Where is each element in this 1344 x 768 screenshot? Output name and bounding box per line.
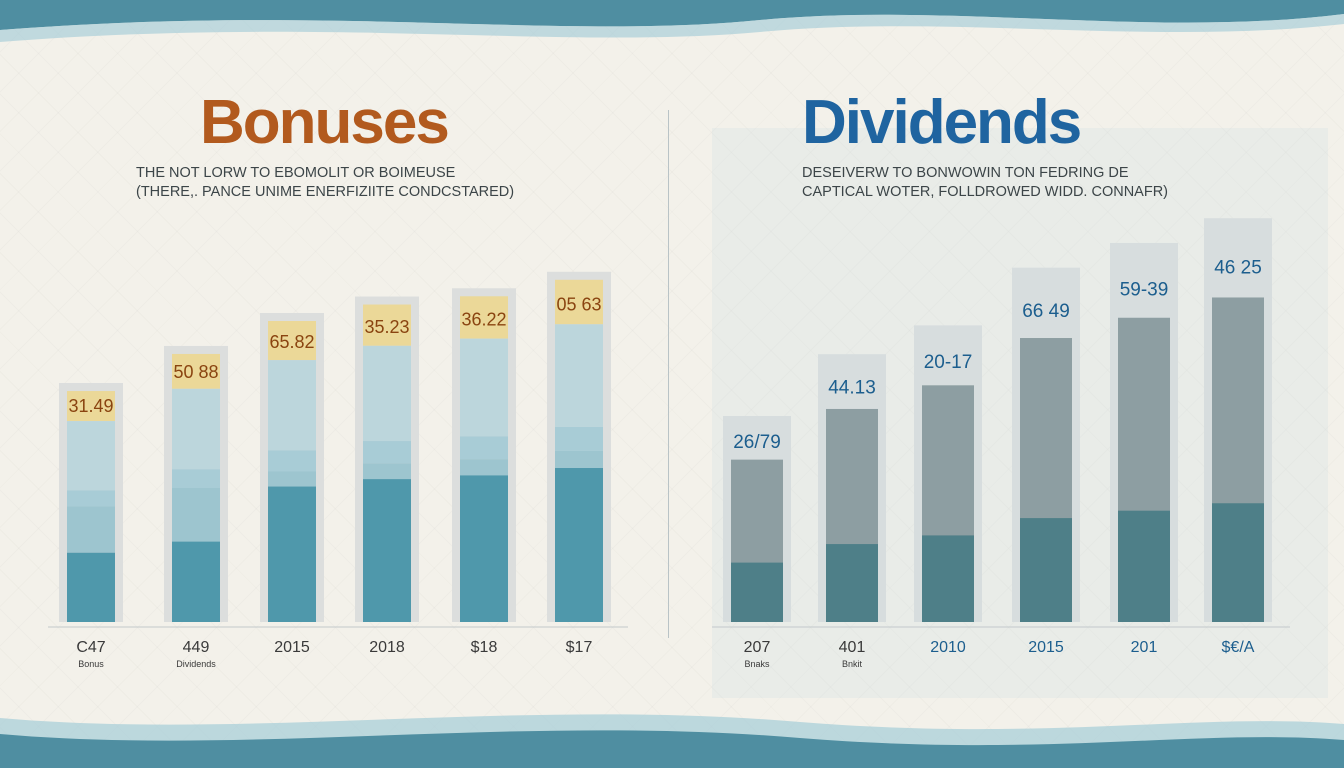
bonuses-bar-band-segment xyxy=(268,450,316,472)
dividends-bar-dark-segment xyxy=(826,544,878,622)
dividends-category-label: 207 xyxy=(744,639,771,656)
bonuses-bar-band-segment xyxy=(172,469,220,488)
bonuses-value-label: 36.22 xyxy=(461,310,506,330)
bonuses-value-label: 31.49 xyxy=(68,396,113,416)
dividends-bar-0: 26/79 207 Bnaks xyxy=(723,416,791,669)
bonuses-bar-light-segment xyxy=(555,324,603,427)
bonuses-bar-light-segment xyxy=(172,388,220,470)
dividends-category-label: 401 xyxy=(839,639,866,656)
dividends-category-sublabel: Bnkit xyxy=(842,659,863,669)
bonuses-subtitle-line-2: (THERE,. PANCE UNIME ENERFIZIITE CONDCST… xyxy=(136,184,515,200)
dividends-subtitle: DESEIVERW TO BONWOWIN TON FEDRING DE CAP… xyxy=(802,164,1168,202)
bonuses-bar-top-segment xyxy=(555,279,603,325)
dividends-subtitle-line-2: CAPTICAL WOTER, FOLLDROWED WIDD. CONNAFR… xyxy=(802,184,1168,200)
bonuses-bar-2: 65.82 2015 xyxy=(260,313,324,656)
bonuses-bar-dark-segment xyxy=(268,486,316,622)
bonuses-value-label: 50 88 xyxy=(173,362,218,382)
bottom-wave-decoration xyxy=(0,714,1344,768)
bonuses-category-label: 2015 xyxy=(274,639,310,656)
bonuses-bar-band-segment xyxy=(67,490,115,507)
dividends-value-label: 66 49 xyxy=(1022,301,1070,322)
bonuses-value-label: 35.23 xyxy=(364,317,409,337)
bonuses-category-label: 449 xyxy=(183,639,210,656)
bonuses-bar-light-segment xyxy=(268,360,316,451)
bonuses-bar-band-segment xyxy=(555,426,603,451)
bonuses-category-label: $17 xyxy=(566,639,593,656)
dividends-subtitle-line-1: DESEIVERW TO BONWOWIN TON FEDRING DE xyxy=(802,165,1129,181)
dividends-bar-3: 66 49 2015 xyxy=(1012,267,1080,656)
bonuses-value-label: 65.82 xyxy=(269,332,314,352)
dividends-bar-dark-segment xyxy=(1118,510,1170,622)
dividends-value-label: 46 25 xyxy=(1214,258,1262,279)
bonuses-bar-light-segment xyxy=(363,345,411,442)
dividends-category-label: 2015 xyxy=(1028,639,1064,656)
bonuses-bar-mid-segment xyxy=(172,487,220,542)
bonuses-category-label: C47 xyxy=(76,639,105,656)
bonuses-bar-4: 36.22 $18 xyxy=(452,288,516,656)
bonuses-category-label: $18 xyxy=(471,639,498,656)
bonuses-category-sublabel: Bonus xyxy=(78,659,104,669)
bonuses-bar-light-segment xyxy=(460,338,508,437)
bonuses-bar-band-segment xyxy=(460,436,508,460)
dividends-bar-dark-segment xyxy=(731,562,783,622)
bonuses-category-sublabel: Dividends xyxy=(176,659,216,669)
dividends-bar-dark-segment xyxy=(922,535,974,622)
dividends-bar-2: 20-17 2010 xyxy=(914,325,982,656)
bonuses-bar-dark-segment xyxy=(172,541,220,622)
bonuses-value-label: 05 63 xyxy=(556,295,601,315)
bonuses-bar-top-segment xyxy=(460,296,508,339)
bonuses-bar-top-segment xyxy=(67,391,115,422)
dividends-title: Dividends xyxy=(802,88,1082,157)
bonuses-title: Bonuses xyxy=(200,88,450,157)
bonuses-bar-5: 05 63 $17 xyxy=(547,271,611,656)
bonuses-bar-mid-segment xyxy=(67,506,115,553)
bonuses-bar-dark-segment xyxy=(460,475,508,622)
dividends-category-label: $€/A xyxy=(1222,639,1255,656)
dividends-category-label: 2010 xyxy=(930,639,966,656)
bonuses-category-label: 2018 xyxy=(369,639,405,656)
bonuses-bar-dark-segment xyxy=(67,552,115,622)
dividends-category-label: 201 xyxy=(1131,639,1158,656)
dividends-category-sublabel: Bnaks xyxy=(744,659,770,669)
dividends-bar-1: 44.13 401 Bnkit xyxy=(818,354,886,669)
bonuses-bar-0: 31.49 C47 Bonus xyxy=(59,383,123,669)
bonuses-bar-1: 50 88 449 Dividends xyxy=(164,345,228,669)
dividends-value-label: 59-39 xyxy=(1120,279,1169,300)
bonuses-bar-band-segment xyxy=(363,441,411,464)
bonuses-bar-top-segment xyxy=(268,321,316,361)
dividends-value-label: 20-17 xyxy=(924,352,973,373)
top-wave-decoration xyxy=(0,0,1344,42)
bonuses-subtitle-line-1: THE NOT LORW TO EBOMOLIT OR BOIMEUSE xyxy=(136,165,456,181)
dividends-bar-dark-segment xyxy=(1212,503,1264,622)
bonuses-bar-top-segment xyxy=(172,353,220,389)
dividends-bar-5: 46 25 $€/A xyxy=(1204,218,1272,656)
dividends-bar-4: 59-39 201 xyxy=(1110,242,1178,656)
bonuses-bar-3: 35.23 2018 xyxy=(355,296,419,656)
bonuses-bar-top-segment xyxy=(363,304,411,346)
dividends-value-label: 26/79 xyxy=(733,432,781,453)
dividends-value-label: 44.13 xyxy=(828,377,876,398)
bonuses-bar-dark-segment xyxy=(363,479,411,622)
bonuses-subtitle: THE NOT LORW TO EBOMOLIT OR BOIMEUSE (TH… xyxy=(136,164,514,202)
bonuses-bar-light-segment xyxy=(67,421,115,491)
dividends-bar-dark-segment xyxy=(1020,518,1072,622)
bonuses-bar-dark-segment xyxy=(555,468,603,622)
panel-divider xyxy=(668,110,669,638)
